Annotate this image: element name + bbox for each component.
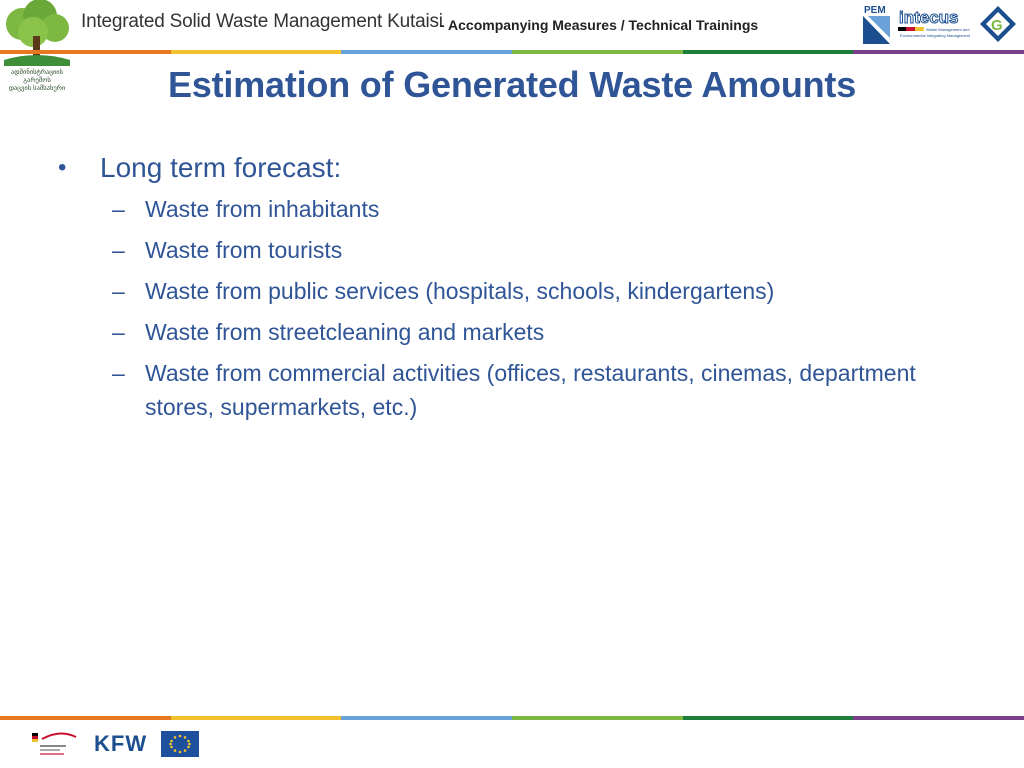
sub-bullet-text: Waste from inhabitants <box>145 196 380 222</box>
main-bullet: • Long term forecast: <box>58 148 958 188</box>
sub-bullet-item: – Waste from tourists <box>58 233 958 267</box>
logo-caption: ადმინისტრაციის გარემოს დაცვის სამსახური <box>8 68 66 92</box>
sub-bullet-text: Waste from commercial activities (office… <box>145 360 916 420</box>
slide-title: Estimation of Generated Waste Amounts <box>167 64 857 105</box>
svg-text:G: G <box>991 17 1003 34</box>
slide-header: ადმინისტრაციის გარემოს დაცვის სამსახური … <box>0 0 1024 92</box>
partner-logos: PEM intecus Waste Management and Environ… <box>860 2 1020 48</box>
training-subtitle: - Accompanying Measures / Technical Trai… <box>440 17 759 33</box>
project-title: Integrated Solid Waste Management Kutais… <box>81 11 443 32</box>
sub-bullet-text: Waste from public services (hospitals, s… <box>145 278 775 304</box>
eu-flag-icon <box>161 731 199 757</box>
bullet-dot-icon: • <box>58 154 67 181</box>
slide-content: • Long term forecast: – Waste from inhab… <box>58 148 958 431</box>
sub-bullet-list: – Waste from inhabitants – Waste from to… <box>58 192 958 424</box>
slide-footer: KFW <box>0 722 1024 768</box>
header-color-bar <box>0 50 1024 54</box>
kfw-logo: KFW <box>94 731 148 756</box>
svg-text:intecus: intecus <box>899 8 959 27</box>
svg-text:Waste Management and: Waste Management and <box>926 27 969 32</box>
dash-icon: – <box>112 360 125 386</box>
dash-icon: – <box>112 278 125 304</box>
sub-bullet-item: – Waste from commercial activities (offi… <box>58 356 958 424</box>
tree-logo: ადმინისტრაციის გარემოს დაცვის სამსახური <box>0 0 74 92</box>
svg-text:Environmental Integrating Mana: Environmental Integrating Management <box>900 33 971 38</box>
sub-bullet-text: Waste from tourists <box>145 237 343 263</box>
sub-bullet-item: – Waste from streetcleaning and markets <box>58 315 958 349</box>
sub-bullet-item: – Waste from inhabitants <box>58 192 958 226</box>
pem-intecus-logo-icon: PEM intecus Waste Management and Environ… <box>863 5 1016 44</box>
svg-text:PEM: PEM <box>864 5 886 16</box>
footer-color-bar <box>0 716 1024 720</box>
dash-icon: – <box>112 237 125 263</box>
tree-icon <box>0 0 74 66</box>
sub-bullet-item: – Waste from public services (hospitals,… <box>58 274 958 308</box>
german-cooperation-logo-icon <box>32 732 77 755</box>
sub-bullet-text: Waste from streetcleaning and markets <box>145 319 545 345</box>
dash-icon: – <box>112 319 125 345</box>
main-bullet-text: Long term forecast: <box>100 152 342 183</box>
dash-icon: – <box>112 196 125 222</box>
